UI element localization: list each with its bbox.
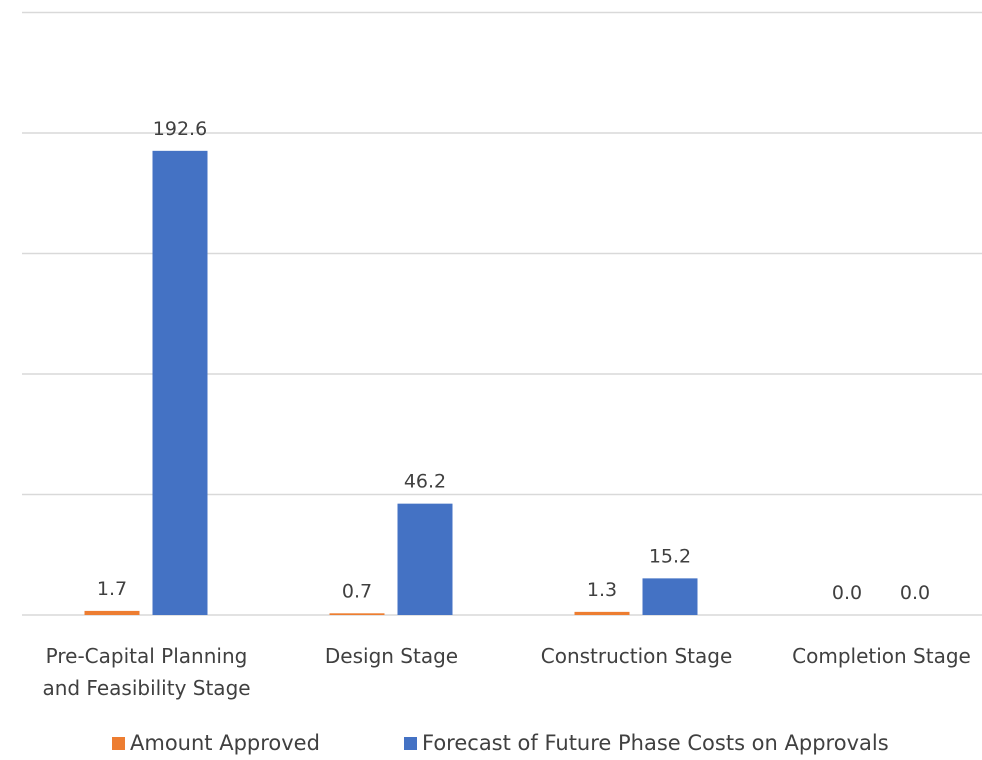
data-label-series1-cat3: 0.0 <box>900 582 930 604</box>
legend-label-0: Amount Approved <box>130 731 320 755</box>
bar-series1-cat0 <box>152 150 208 616</box>
x-tick-label-2: Construction Stage <box>541 644 733 668</box>
bar-series0-cat1 <box>329 613 385 615</box>
data-label-series1-cat2: 15.2 <box>649 545 691 567</box>
legend-swatch-1 <box>404 737 417 750</box>
bar-series0-cat2 <box>574 611 630 615</box>
data-label-series0-cat2: 1.3 <box>587 579 617 601</box>
legend-label-1: Forecast of Future Phase Costs on Approv… <box>422 731 889 755</box>
bar-series1-cat2 <box>642 578 698 615</box>
legend: Amount Approved Forecast of Future Phase … <box>112 731 889 755</box>
bar-series0-cat0 <box>84 610 140 615</box>
x-axis-labels: Pre-Capital Planning and Feasibility Stag… <box>42 644 970 700</box>
bar-series1-cat1 <box>397 503 453 615</box>
data-label-series0-cat0: 1.7 <box>97 578 127 600</box>
legend-swatch-0 <box>112 737 125 750</box>
data-label-series1-cat1: 46.2 <box>404 471 446 493</box>
data-label-series0-cat3: 0.0 <box>832 582 862 604</box>
x-tick-label-0-line1: and Feasibility Stage <box>42 676 250 700</box>
data-labels: 1.7 0.7 1.3 0.0 192.6 46.2 15.2 0.0 <box>97 118 930 604</box>
x-tick-label-3: Completion Stage <box>792 644 971 668</box>
x-tick-label-0-line0: Pre-Capital Planning <box>46 644 248 668</box>
x-tick-label-1: Design Stage <box>325 644 458 668</box>
data-label-series1-cat0: 192.6 <box>153 118 207 140</box>
data-label-series0-cat1: 0.7 <box>342 580 372 602</box>
bars <box>84 150 698 616</box>
